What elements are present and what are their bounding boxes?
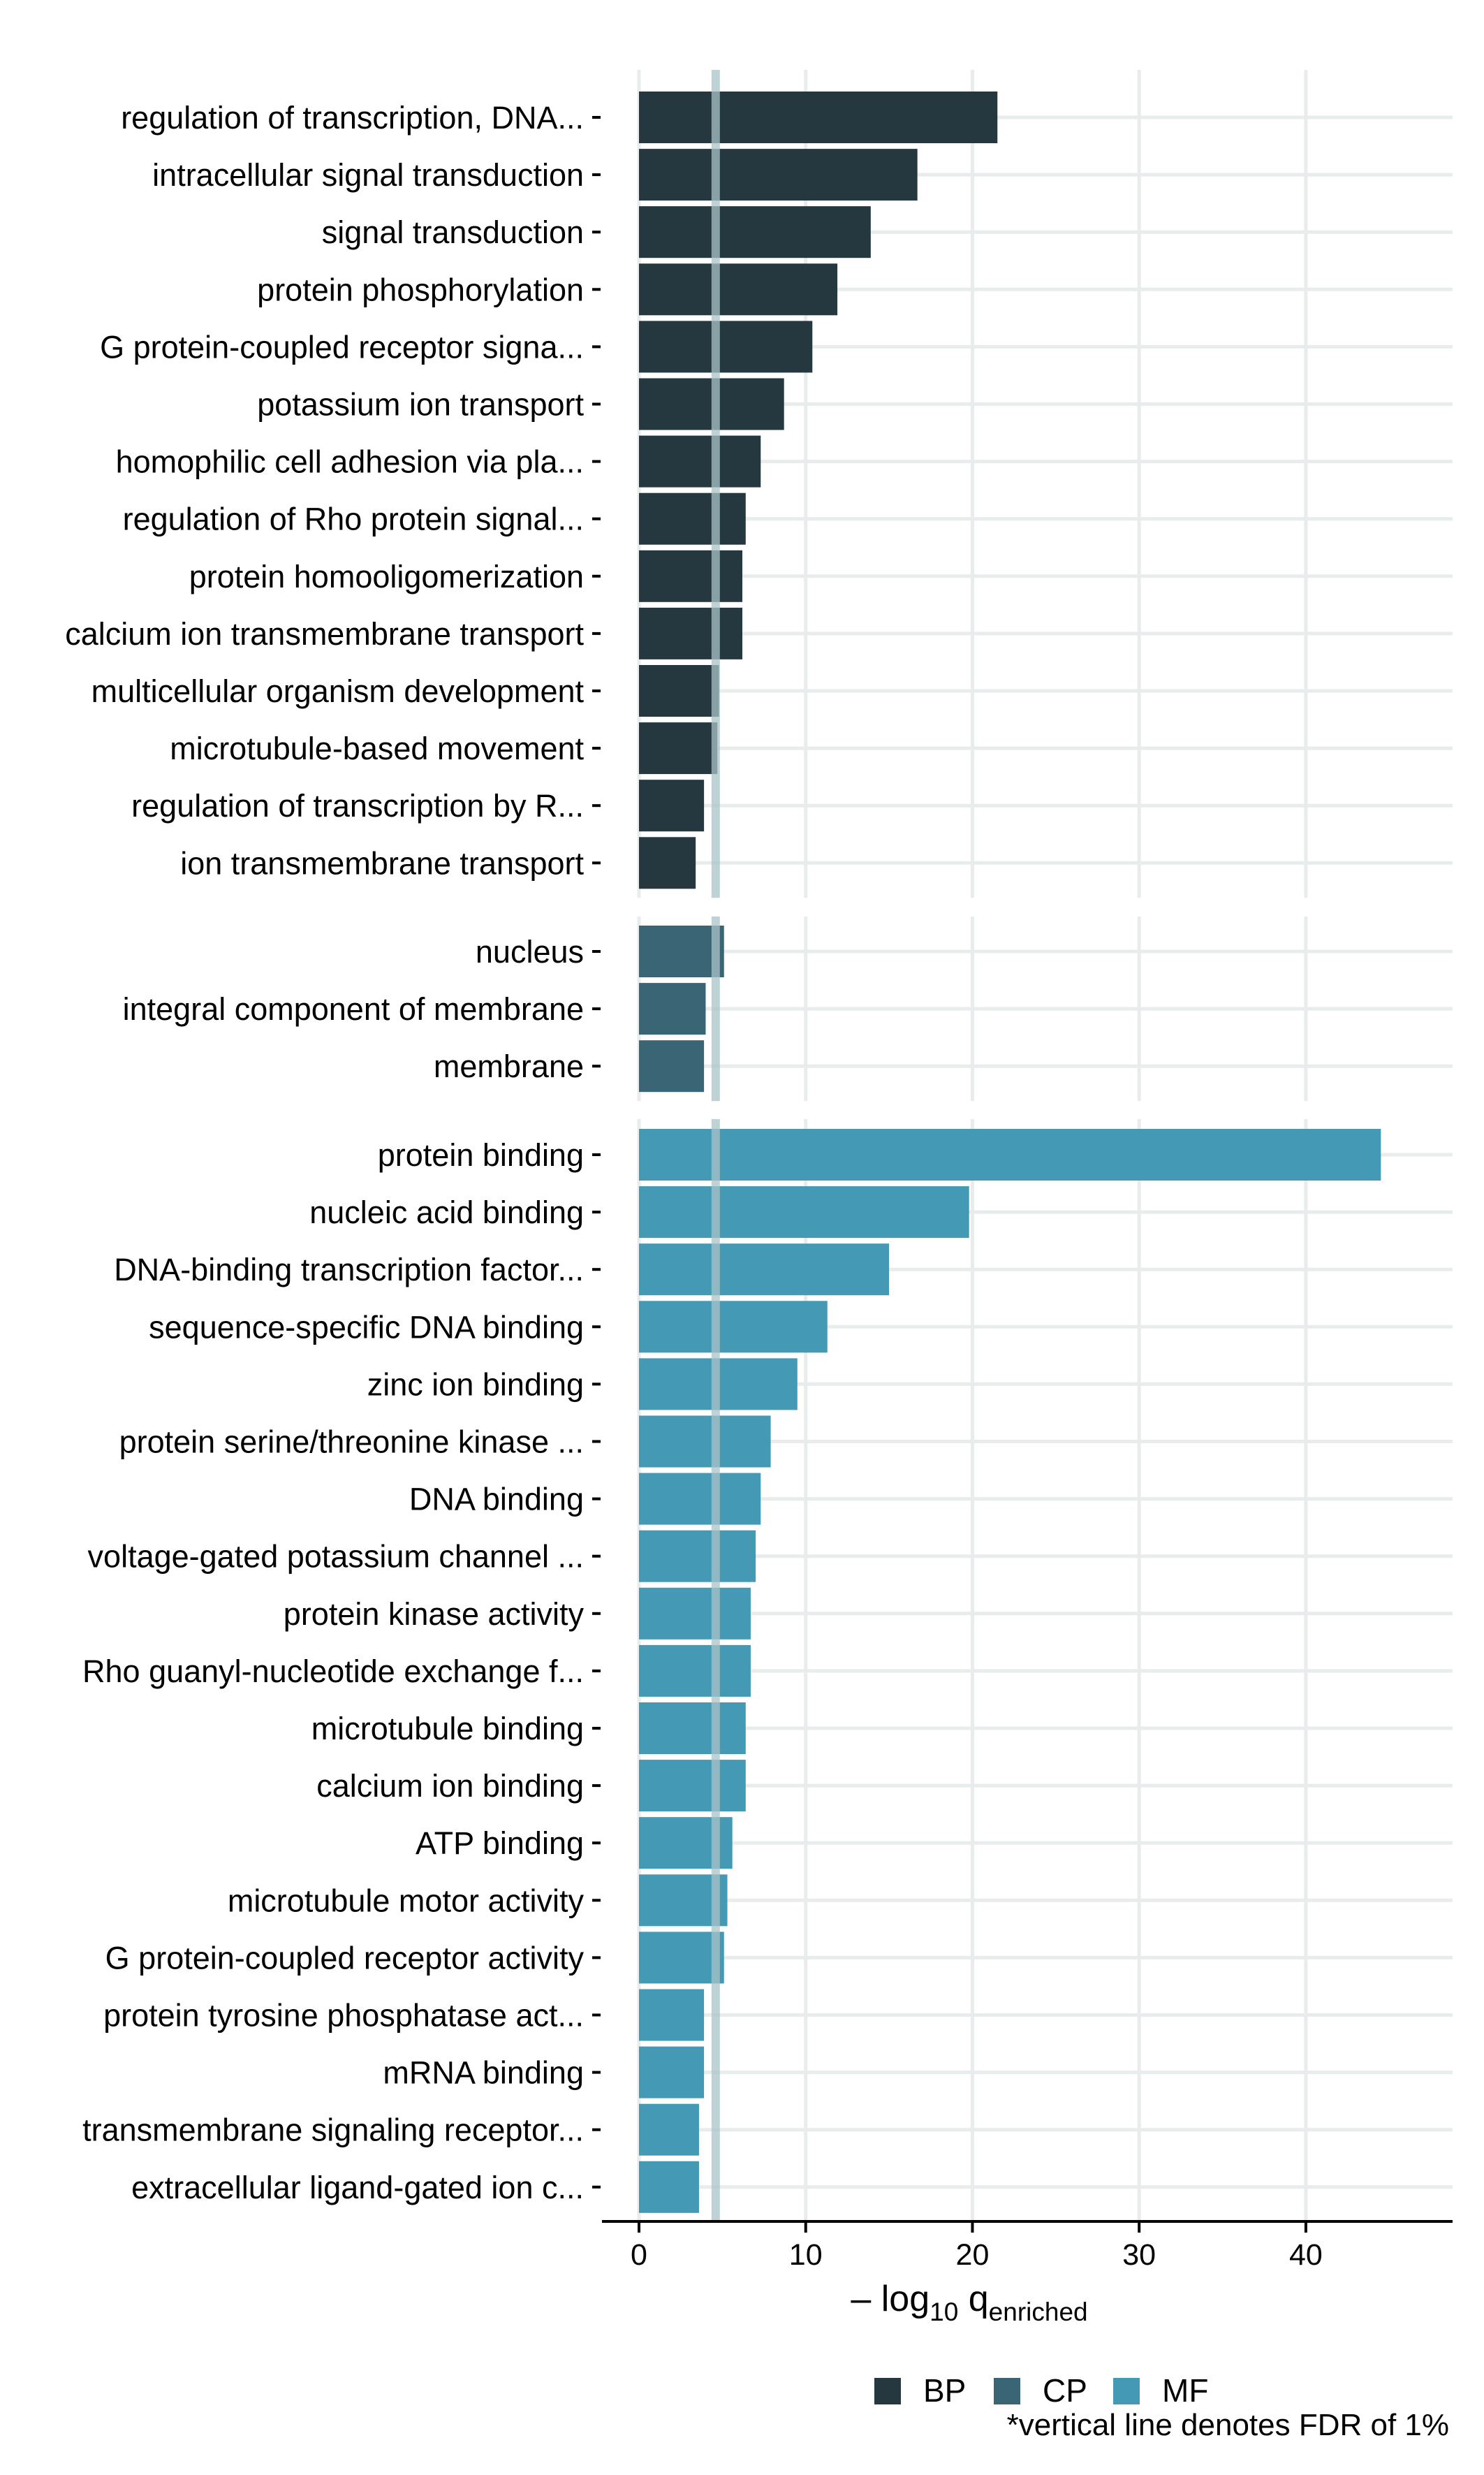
bar <box>639 1186 969 1239</box>
category-label: G protein-coupled receptor activity <box>105 1940 585 1976</box>
x-axis: 0 10 20 30 40 <box>602 2220 1453 2272</box>
bar <box>639 665 719 717</box>
category-label: integral component of membrane <box>123 991 584 1027</box>
bar <box>639 1243 890 1296</box>
bar <box>639 321 813 373</box>
x-axis-title: – log10 qenriched <box>851 2279 1087 2326</box>
category-label: sequence-specific DNA binding <box>149 1309 584 1345</box>
bar <box>639 1989 705 2041</box>
category-label: regulation of transcription by R... <box>131 788 584 824</box>
bar <box>639 1644 751 1697</box>
bar-layer <box>639 92 1381 2213</box>
bar <box>639 550 743 602</box>
category-label: regulation of Rho protein signal... <box>123 502 584 537</box>
x-tick-label: 10 <box>789 2238 823 2272</box>
category-label: protein tyrosine phosphatase act... <box>103 1998 584 2034</box>
bar <box>639 722 718 775</box>
x-axis-title-subscript: 10 <box>930 2298 958 2326</box>
category-label: potassium ion transport <box>257 387 584 423</box>
category-label: nucleus <box>476 934 584 970</box>
bar <box>639 1040 705 1093</box>
category-label-layer: regulation of transcription, DNA... intra… <box>65 100 601 2205</box>
category-label: ion transmembrane transport <box>180 845 584 881</box>
x-tick-label: 0 <box>631 2238 647 2272</box>
bar <box>639 607 743 659</box>
bar <box>639 92 998 143</box>
category-label: protein homooligomerization <box>189 559 584 594</box>
bar <box>639 983 706 1035</box>
category-label: microtubule-based movement <box>170 731 584 766</box>
category-label: Rho guanyl-nucleotide exchange f... <box>82 1653 584 1689</box>
bar <box>639 1473 761 1525</box>
legend-swatch-bp <box>874 2378 901 2404</box>
bar <box>639 2103 699 2156</box>
bar <box>639 2161 699 2213</box>
bar <box>639 1587 751 1640</box>
legend-swatch-mf <box>1113 2378 1140 2404</box>
x-tick-label: 30 <box>1122 2238 1156 2272</box>
category-label: microtubule motor activity <box>228 1883 585 1918</box>
category-label: multicellular organism development <box>91 673 585 709</box>
bar <box>639 492 746 545</box>
bar <box>639 2046 705 2098</box>
category-label: intracellular signal transduction <box>152 157 584 193</box>
category-label: calcium ion binding <box>316 1768 584 1804</box>
category-label: voltage-gated potassium channel ... <box>88 1539 584 1575</box>
legend-label-cp: CP <box>1043 2372 1087 2409</box>
bar <box>639 926 724 977</box>
bar <box>639 1301 828 1353</box>
x-axis-title-prefix: – log <box>851 2279 930 2319</box>
bar <box>639 1760 746 1812</box>
x-tick-label: 20 <box>956 2238 990 2272</box>
category-label: extracellular ligand-gated ion c... <box>131 2170 584 2205</box>
legend-swatch-cp <box>994 2378 1020 2404</box>
category-label: protein serine/threonine kinase ... <box>119 1424 584 1460</box>
bar <box>639 837 696 889</box>
category-label: zinc ion binding <box>367 1366 584 1402</box>
category-label: membrane <box>434 1049 584 1084</box>
category-label: mRNA binding <box>383 2055 584 2091</box>
fdr-note: *vertical line denotes FDR of 1% <box>1007 2408 1449 2442</box>
bar <box>639 1415 771 1468</box>
bar <box>639 1129 1381 1181</box>
category-label: homophilic cell adhesion via pla... <box>116 444 584 480</box>
bar <box>639 780 705 832</box>
legend: BP CP MF <box>874 2372 1208 2409</box>
category-label: signal transduction <box>322 214 584 250</box>
bar <box>639 1530 756 1582</box>
category-label: calcium ion transmembrane transport <box>65 616 584 652</box>
category-label: ATP binding <box>416 1825 584 1861</box>
category-label: protein binding <box>378 1137 584 1173</box>
category-label: nucleic acid binding <box>309 1195 584 1230</box>
category-label: regulation of transcription, DNA... <box>121 100 584 136</box>
category-label: microtubule binding <box>311 1711 584 1746</box>
bar <box>639 206 871 258</box>
legend-label-bp: BP <box>923 2372 966 2409</box>
x-axis-title-q-subscript: enriched <box>989 2298 1088 2326</box>
category-label: protein kinase activity <box>284 1596 585 1632</box>
bar <box>639 263 838 316</box>
category-label: DNA binding <box>409 1482 584 1517</box>
x-tick-label: 40 <box>1289 2238 1323 2272</box>
category-label: protein phosphorylation <box>257 272 584 307</box>
category-label: DNA-binding transcription factor... <box>114 1252 584 1287</box>
bar <box>639 1932 724 1984</box>
x-axis-title-q: q <box>958 2279 988 2319</box>
bar <box>639 149 918 201</box>
bar <box>639 1702 746 1754</box>
category-label: G protein-coupled receptor signa... <box>100 329 584 365</box>
legend-label-mf: MF <box>1162 2372 1208 2409</box>
bar <box>639 435 761 488</box>
category-label: transmembrane signaling receptor... <box>82 2112 584 2148</box>
